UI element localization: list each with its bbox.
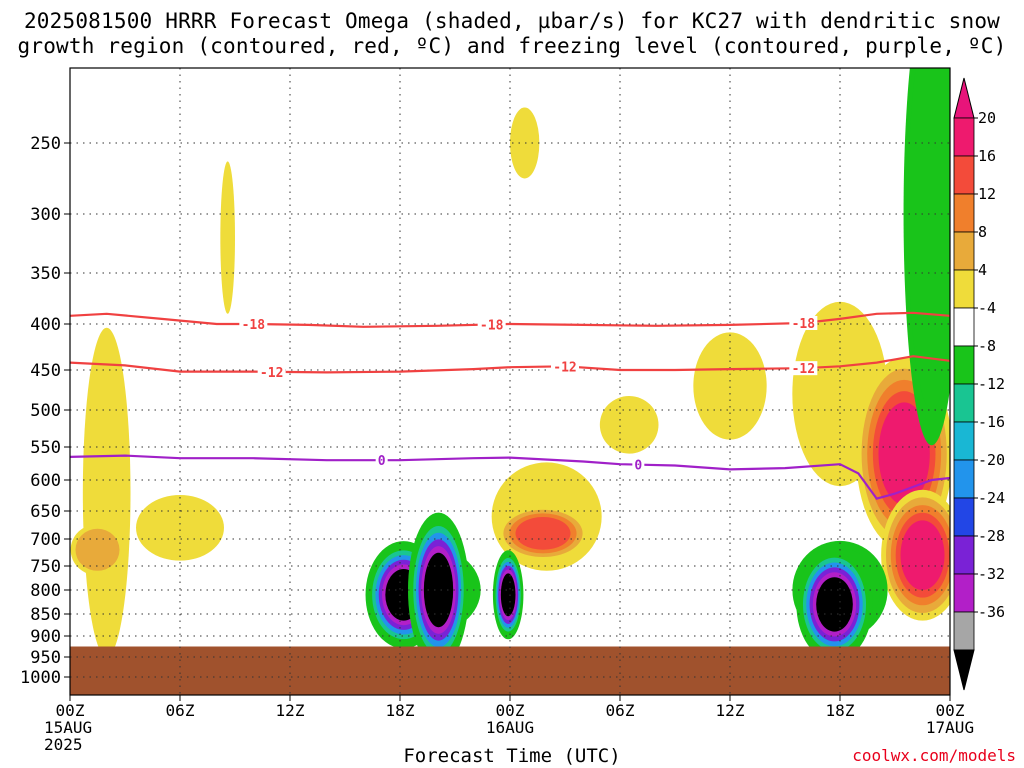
x-tick-label-0-line-1: 15AUG xyxy=(44,718,92,737)
colorbar-segment-4 xyxy=(953,269,975,309)
omega-shade-pos4-f-ring-0 xyxy=(599,396,659,454)
colorbar-segment-7 xyxy=(953,383,975,423)
y-tick-label-900: 900 xyxy=(30,627,61,647)
x-tick-label-0-line-0: 00Z xyxy=(56,701,85,720)
y-tick-label-850: 850 xyxy=(30,605,61,625)
contour-label-freezing-level-0: 0 xyxy=(378,454,386,469)
contour-label-dgz-bottom-2: -12 xyxy=(792,362,815,377)
contour-label-bg-freezing-level-1 xyxy=(632,457,645,472)
contour-label-bg-dgz-top-1 xyxy=(477,317,506,332)
x-tick-label-42-line-0: 18Z xyxy=(826,701,855,720)
colorbar-tick-label-6: -8 xyxy=(978,337,996,355)
colorbar-tick-label-4: 4 xyxy=(978,261,987,279)
y-tick-label-400: 400 xyxy=(30,315,61,335)
y-tick-label-300: 300 xyxy=(30,205,61,225)
x-tick-label-6-line-0: 06Z xyxy=(166,701,195,720)
y-tick-label-600: 600 xyxy=(30,471,61,491)
contour-label-dgz-top-2: -18 xyxy=(792,317,816,332)
colorbar-tick-label-3: 8 xyxy=(978,223,987,241)
colorbar-segment-9 xyxy=(953,459,975,499)
contour-label-dgz-bottom-0: -12 xyxy=(260,366,283,381)
contour-label-freezing-level-1: 0 xyxy=(634,459,642,474)
colorbar-segment-0 xyxy=(953,117,975,157)
colorbar-segment-10 xyxy=(953,497,975,537)
contour-label-bg-dgz-bottom-0 xyxy=(257,364,286,379)
omega-shade-neg8-b-ring-1 xyxy=(907,68,950,410)
colorbar-tick-label-13: -36 xyxy=(978,603,1005,621)
y-tick-label-350: 350 xyxy=(30,264,61,284)
chart-title-line-1: 2025081500 HRRR Forecast Omega (shaded, … xyxy=(23,9,1001,33)
colorbar-segment-12 xyxy=(953,573,975,613)
y-tick-label-950: 950 xyxy=(30,648,61,668)
colorbar-segment-2 xyxy=(953,193,975,233)
x-tick-label-12-line-0: 12Z xyxy=(276,701,305,720)
contour-dgz-top xyxy=(70,311,950,328)
colorbar-tick-label-11: -28 xyxy=(978,527,1005,545)
omega-shade-neg36-c-ring-6 xyxy=(500,573,516,617)
colorbar-segment-8 xyxy=(953,421,975,461)
colorbar-segment-6 xyxy=(953,345,975,385)
y-tick-label-550: 550 xyxy=(30,438,61,458)
credit-text: coolwx.com/models xyxy=(852,746,1016,765)
contour-label-bg-freezing-level-0 xyxy=(375,453,388,468)
contour-label-dgz-top-1: -18 xyxy=(480,318,504,333)
omega-shade-pos4-c-ring-0 xyxy=(220,161,236,314)
colorbar-below-arrow xyxy=(953,649,975,691)
contour-label-bg-dgz-bottom-2 xyxy=(789,361,818,376)
colorbar-tick-label-7: -12 xyxy=(978,375,1005,393)
x-tick-label-0-line-2: 2025 xyxy=(44,735,83,754)
colorbar-above-arrow xyxy=(953,77,975,119)
colorbar-tick-label-12: -32 xyxy=(978,565,1005,583)
omega-shade-pos4-d-ring-0 xyxy=(510,107,540,179)
colorbar-segment-11 xyxy=(953,535,975,575)
x-tick-label-30-line-0: 06Z xyxy=(606,701,635,720)
omega-shade-pos16-a-ring-3 xyxy=(515,517,571,550)
contour-freezing-level xyxy=(70,454,950,500)
x-tick-label-18-line-0: 18Z xyxy=(386,701,415,720)
colorbar-segment-13 xyxy=(953,611,975,651)
contour-label-dgz-top-0: -18 xyxy=(242,318,266,333)
x-tick-label-48-line-1: 17AUG xyxy=(926,718,974,737)
y-tick-label-800: 800 xyxy=(30,581,61,601)
y-tick-label-1000: 1000 xyxy=(20,668,61,688)
omega-shade-pos20-b-ring-4 xyxy=(900,520,945,590)
contour-label-bg-dgz-top-2 xyxy=(789,315,818,330)
y-tick-label-650: 650 xyxy=(30,502,61,522)
omega-shade-pos4-g-ring-0 xyxy=(693,332,767,440)
contour-label-dgz-bottom-1: -12 xyxy=(553,360,576,375)
colorbar-tick-label-2: 12 xyxy=(978,185,996,203)
y-tick-label-250: 250 xyxy=(30,134,61,154)
omega-shade-neg36-b-ring-6 xyxy=(423,552,454,628)
colorbar-tick-label-0: 20 xyxy=(978,109,996,127)
colorbar-tick-label-5: -4 xyxy=(978,299,996,317)
x-tick-label-48-line-0: 00Z xyxy=(936,701,965,720)
omega-shade-pos4-a-ring-0 xyxy=(82,327,131,657)
y-tick-label-700: 700 xyxy=(30,530,61,550)
y-tick-label-750: 750 xyxy=(30,557,61,577)
colorbar-tick-label-10: -24 xyxy=(978,489,1005,507)
x-tick-label-24-line-1: 16AUG xyxy=(486,718,534,737)
colorbar-segment-1 xyxy=(953,155,975,195)
y-tick-label-450: 450 xyxy=(30,361,61,381)
colorbar-segment-5 xyxy=(953,307,975,347)
colorbar-tick-label-1: 16 xyxy=(978,147,996,165)
contour-label-bg-dgz-top-0 xyxy=(239,317,268,331)
contour-label-bg-dgz-bottom-1 xyxy=(551,359,579,374)
colorbar-segment-3 xyxy=(953,231,975,271)
colorbar-tick-label-8: -16 xyxy=(978,413,1005,431)
colorbar-tick-label-9: -20 xyxy=(978,451,1005,469)
omega-shade-pos4-b-ring-0 xyxy=(136,495,224,561)
x-axis-label: Forecast Time (UTC) xyxy=(403,745,621,767)
x-tick-label-24-line-0: 00Z xyxy=(496,701,525,720)
y-tick-label-500: 500 xyxy=(30,401,61,421)
omega-shade-pos8-a-ring-1 xyxy=(75,528,120,571)
omega-shade-neg36-d-ring-6 xyxy=(816,577,853,632)
x-tick-label-36-line-0: 12Z xyxy=(716,701,745,720)
omega-shade-pos20-a-ring-4 xyxy=(878,402,930,505)
chart-title-line-2: growth region (contoured, red, ºC) and f… xyxy=(17,34,1007,58)
